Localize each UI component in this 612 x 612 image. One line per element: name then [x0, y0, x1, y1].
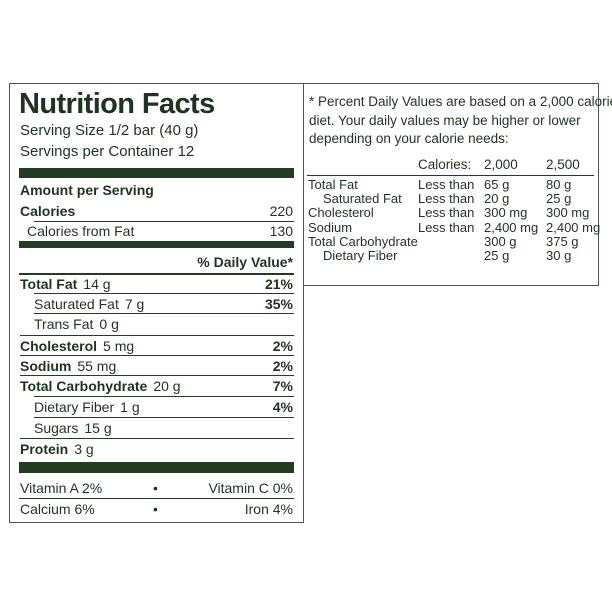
- nutrient-row: Protein 3 g: [20, 441, 94, 457]
- calories-value: 220: [269, 203, 293, 219]
- nutrition-panel: [9, 83, 304, 523]
- nutrient-amount: 7 g: [124, 296, 145, 312]
- nutrient-label: Sodium: [20, 358, 72, 374]
- vitamin-separator: •: [153, 480, 158, 496]
- nutrient-amount: 0 g: [99, 316, 119, 332]
- nutrient-label: Trans Fat: [34, 316, 94, 332]
- nutrient-amount: 1 g: [120, 399, 140, 415]
- serving-size: Serving Size 1/2 bar (40 g): [20, 122, 199, 139]
- daily-value-header: % Daily Value*: [197, 254, 293, 270]
- nutrient-label: Dietary Fiber: [34, 399, 115, 415]
- footnote-header-2500: 2,500: [546, 157, 580, 172]
- nutrient-amount: 5 mg: [103, 338, 135, 354]
- vitamin-separator: •: [153, 501, 158, 517]
- vitamin-left: Calcium 6%: [20, 501, 95, 517]
- footnote-row-label: Sodium: [308, 219, 353, 235]
- nutrient-row: Dietary Fiber 1 g: [34, 399, 140, 415]
- calories-label: Calories: [20, 203, 76, 219]
- divider-line: [34, 396, 294, 397]
- vitamin-right: Vitamin C 0%: [208, 480, 293, 496]
- footnote-row-2500: 300 mg: [546, 205, 590, 221]
- nutrient-daily-value: 21%: [264, 276, 293, 292]
- footnote-row-2500: 80 g: [546, 177, 572, 192]
- nutrient-daily-value: 2%: [272, 358, 293, 374]
- footnote-row-label: Total Carbohydrate: [308, 233, 418, 249]
- footnote-row-limit: Less than: [418, 191, 475, 207]
- footnote-row-2000: 300 mg: [484, 205, 528, 221]
- divider-line: [20, 375, 294, 376]
- calories-from-fat-label: Calories from Fat: [27, 223, 135, 239]
- nutrient-daily-value: 2%: [272, 338, 293, 354]
- nutrient-daily-value: 35%: [264, 296, 293, 312]
- nutrient-daily-value: 4%: [272, 399, 293, 415]
- footnote-header-2000: 2,000: [484, 157, 518, 172]
- footnote-line: diet. Your daily values may be higher or…: [309, 113, 581, 128]
- divider-bar: [19, 241, 294, 248]
- footnote-row-label: Dietary Fiber: [323, 248, 398, 263]
- footnote-line: depending on your calorie needs:: [309, 131, 509, 146]
- nutrient-row: Sugars 15 g: [34, 420, 112, 436]
- footnote-row-2500: 375 g: [546, 233, 579, 249]
- footnote-row-2000: 25 g: [484, 248, 510, 263]
- nutrient-row: Cholesterol 5 mg: [20, 338, 134, 354]
- nutrient-label: Total Carbohydrate: [20, 378, 148, 394]
- divider-bar: [19, 168, 294, 178]
- nutrient-label: Cholesterol: [20, 338, 98, 354]
- vitamin-right: Iron 4%: [244, 501, 293, 517]
- footnote-row-limit: Less than: [418, 205, 475, 221]
- divider-line: [20, 438, 294, 439]
- panel-title: Nutrition Facts: [19, 88, 215, 120]
- footnote-row-2500: 30 g: [546, 248, 572, 263]
- divider-line: [20, 355, 294, 356]
- nutrient-amount: 14 g: [83, 276, 111, 292]
- footnote-header-calories: Calories:: [418, 157, 472, 172]
- nutrient-label: Saturated Fat: [34, 296, 119, 312]
- divider-bar: [19, 273, 294, 275]
- footnote-line: * Percent Daily Values are based on a 2,…: [309, 94, 612, 109]
- footnote-row-2500: 25 g: [546, 191, 572, 207]
- calories-from-fat-value: 130: [269, 223, 293, 239]
- footnote-row-label: Total Fat: [308, 177, 358, 192]
- footnote-row-2000: 300 g: [484, 233, 517, 249]
- divider-line: [19, 498, 294, 499]
- nutrient-label: Protein: [20, 441, 69, 457]
- footnote-row-label: Cholesterol: [308, 205, 374, 221]
- footnote-row-2000: 65 g: [484, 177, 510, 192]
- footnote-row-2000: 2,400 mg: [484, 219, 539, 235]
- nutrient-label: Sugars: [34, 420, 79, 436]
- divider-line: [20, 335, 294, 336]
- nutrient-label: Total Fat: [20, 276, 78, 292]
- nutrient-row: Sodium 55 mg: [20, 358, 116, 374]
- footnote-row-2000: 20 g: [484, 191, 510, 207]
- footnote-row-label: Saturated Fat: [323, 191, 402, 207]
- footnote-row-limit: Less than: [418, 219, 475, 235]
- servings-per-container: Servings per Container 12: [20, 143, 195, 160]
- divider-line: [34, 313, 294, 314]
- nutrient-row: Trans Fat 0 g: [34, 316, 119, 332]
- footnote-row-limit: Less than: [418, 177, 475, 192]
- divider-bar: [19, 462, 294, 473]
- nutrient-amount: 20 g: [153, 378, 181, 394]
- nutrient-amount: 55 mg: [77, 358, 117, 374]
- footnote-panel: [303, 83, 599, 286]
- nutrient-row: Total Fat 14 g: [20, 276, 111, 292]
- footnote-row-2500: 2,400 mg: [546, 219, 601, 235]
- nutrient-amount: 3 g: [74, 441, 94, 457]
- vitamin-left: Vitamin A 2%: [20, 480, 103, 496]
- divider-line: [34, 417, 294, 418]
- divider-line: [34, 221, 294, 222]
- amount-header: Amount per Serving: [20, 182, 154, 198]
- divider-line: [307, 175, 594, 176]
- nutrient-daily-value: 7%: [272, 378, 293, 394]
- divider-line: [34, 293, 294, 294]
- nutrient-amount: 15 g: [84, 420, 112, 436]
- nutrient-row: Saturated Fat 7 g: [34, 296, 144, 312]
- nutrient-row: Total Carbohydrate 20 g: [20, 378, 181, 394]
